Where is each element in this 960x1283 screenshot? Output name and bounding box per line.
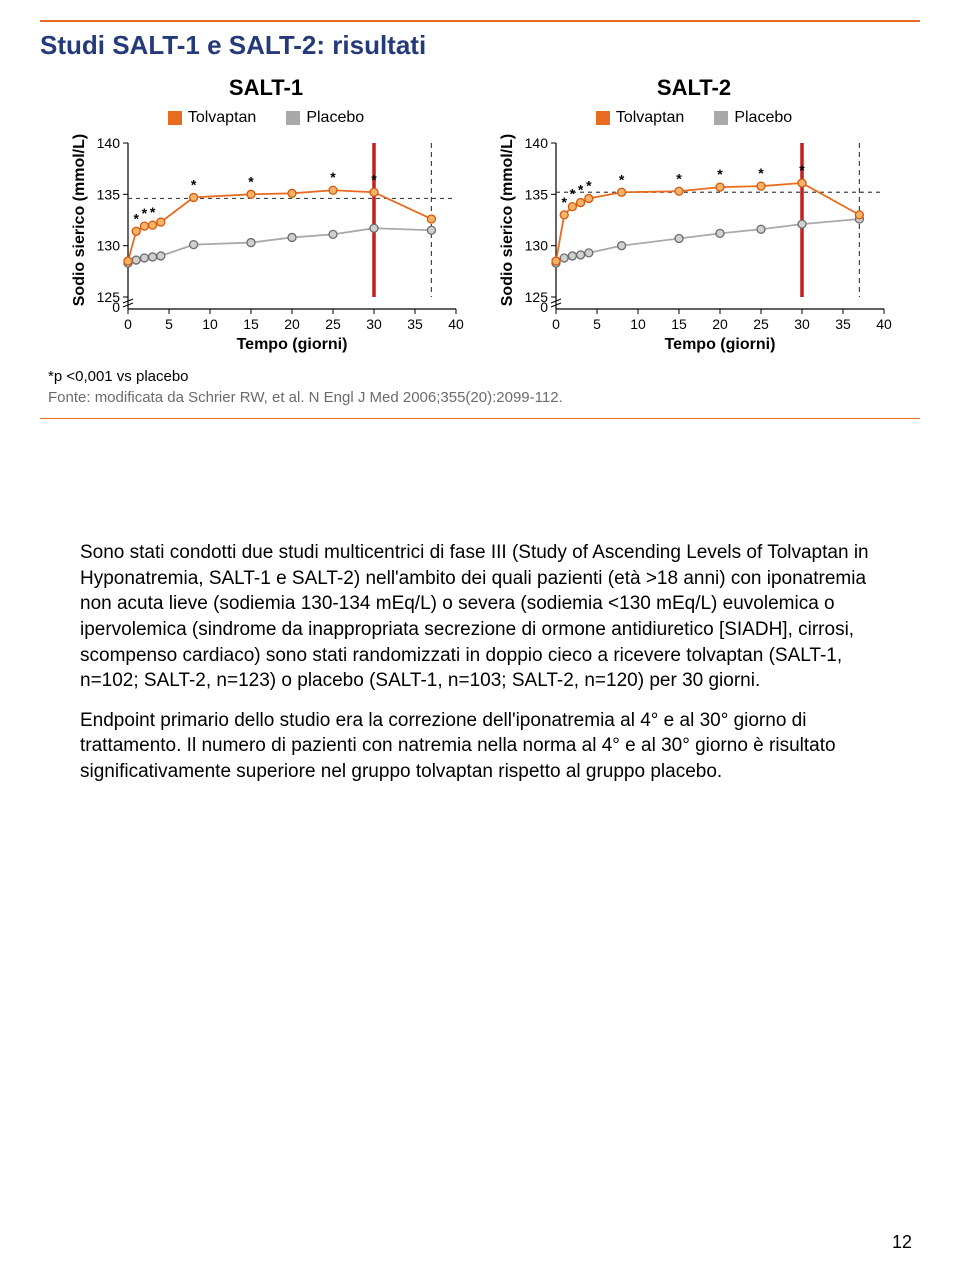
paragraph-2: Endpoint primario dello studio era la co… bbox=[80, 708, 900, 785]
svg-text:25: 25 bbox=[753, 316, 769, 332]
figure-title: Studi SALT-1 e SALT-2: risultati bbox=[40, 22, 920, 75]
charts-row: SALT-1TolvaptanPlacebo125130135140005101… bbox=[40, 75, 920, 358]
svg-text:*: * bbox=[619, 171, 625, 187]
chart-panel-1: SALT-1TolvaptanPlacebo125130135140005101… bbox=[60, 75, 472, 358]
svg-text:35: 35 bbox=[835, 316, 851, 332]
chart-plot: 12513013514000510152025303540Tempo (gior… bbox=[66, 133, 466, 358]
legend-item-placebo: Placebo bbox=[286, 109, 364, 127]
page-number: 12 bbox=[892, 1232, 912, 1253]
svg-text:Tempo (giorni): Tempo (giorni) bbox=[237, 336, 348, 353]
svg-text:140: 140 bbox=[525, 135, 549, 151]
source-citation: Fonte: modificata da Schrier RW, et al. … bbox=[48, 389, 920, 406]
legend-label: Tolvaptan bbox=[616, 109, 685, 127]
legend-item-tolvaptan: Tolvaptan bbox=[596, 109, 685, 127]
svg-text:20: 20 bbox=[712, 316, 728, 332]
svg-text:0: 0 bbox=[124, 316, 132, 332]
placebo-swatch bbox=[286, 111, 300, 125]
svg-text:*: * bbox=[799, 162, 805, 178]
chart-svg: 12513013514000510152025303540Tempo (gior… bbox=[494, 133, 894, 353]
chart-legend: Tolvaptan Placebo bbox=[168, 109, 364, 127]
tolvaptan-swatch bbox=[596, 111, 610, 125]
legend-label: Placebo bbox=[734, 109, 792, 127]
chart-heading: SALT-2 bbox=[657, 75, 731, 101]
svg-text:*: * bbox=[248, 173, 254, 189]
svg-text:Sodio sierico (mmol/L): Sodio sierico (mmol/L) bbox=[71, 134, 88, 306]
svg-text:*: * bbox=[330, 169, 336, 185]
svg-text:5: 5 bbox=[165, 316, 173, 332]
svg-text:Tempo (giorni): Tempo (giorni) bbox=[665, 336, 776, 353]
svg-text:0: 0 bbox=[540, 299, 548, 315]
tolvaptan-swatch bbox=[168, 111, 182, 125]
svg-text:35: 35 bbox=[407, 316, 423, 332]
svg-text:*: * bbox=[371, 171, 377, 187]
svg-text:140: 140 bbox=[97, 135, 121, 151]
svg-text:*: * bbox=[570, 186, 576, 202]
svg-text:5: 5 bbox=[593, 316, 601, 332]
svg-text:10: 10 bbox=[630, 316, 646, 332]
placebo-swatch bbox=[714, 111, 728, 125]
svg-text:30: 30 bbox=[794, 316, 810, 332]
svg-text:*: * bbox=[717, 166, 723, 182]
chart-svg: 12513013514000510152025303540Tempo (gior… bbox=[66, 133, 466, 353]
svg-text:15: 15 bbox=[671, 316, 687, 332]
svg-text:*: * bbox=[758, 165, 764, 181]
svg-text:*: * bbox=[561, 194, 567, 210]
figure-box: Studi SALT-1 e SALT-2: risultati SALT-1 T… bbox=[40, 20, 920, 419]
svg-text:135: 135 bbox=[525, 186, 549, 202]
svg-text:0: 0 bbox=[112, 299, 120, 315]
svg-text:*: * bbox=[676, 170, 682, 186]
svg-text:10: 10 bbox=[202, 316, 218, 332]
p-note: *p <0,001 vs placebo bbox=[48, 368, 920, 385]
legend-label: Placebo bbox=[306, 109, 364, 127]
svg-text:25: 25 bbox=[325, 316, 341, 332]
chart-panel-2: SALT-2TolvaptanPlacebo125130135140005101… bbox=[488, 75, 900, 358]
svg-text:40: 40 bbox=[876, 316, 892, 332]
body-text: Sono stati condotti due studi multicentr… bbox=[80, 540, 900, 799]
svg-text:15: 15 bbox=[243, 316, 259, 332]
svg-text:*: * bbox=[142, 205, 148, 221]
chart-heading: SALT-1 bbox=[229, 75, 303, 101]
svg-text:30: 30 bbox=[366, 316, 382, 332]
legend-label: Tolvaptan bbox=[188, 109, 257, 127]
svg-text:*: * bbox=[133, 210, 139, 226]
svg-text:130: 130 bbox=[97, 238, 121, 254]
svg-text:*: * bbox=[191, 176, 197, 192]
svg-text:*: * bbox=[586, 177, 592, 193]
paragraph-1: Sono stati condotti due studi multicentr… bbox=[80, 540, 900, 694]
legend-item-placebo: Placebo bbox=[714, 109, 792, 127]
svg-text:0: 0 bbox=[552, 316, 560, 332]
svg-text:*: * bbox=[578, 182, 584, 198]
svg-text:20: 20 bbox=[284, 316, 300, 332]
svg-text:130: 130 bbox=[525, 238, 549, 254]
svg-text:135: 135 bbox=[97, 186, 121, 202]
svg-text:40: 40 bbox=[448, 316, 464, 332]
chart-plot: 12513013514000510152025303540Tempo (gior… bbox=[494, 133, 894, 358]
legend-item-tolvaptan: Tolvaptan bbox=[168, 109, 257, 127]
svg-text:*: * bbox=[150, 204, 156, 220]
svg-text:Sodio sierico (mmol/L): Sodio sierico (mmol/L) bbox=[499, 134, 516, 306]
chart-legend: Tolvaptan Placebo bbox=[596, 109, 792, 127]
